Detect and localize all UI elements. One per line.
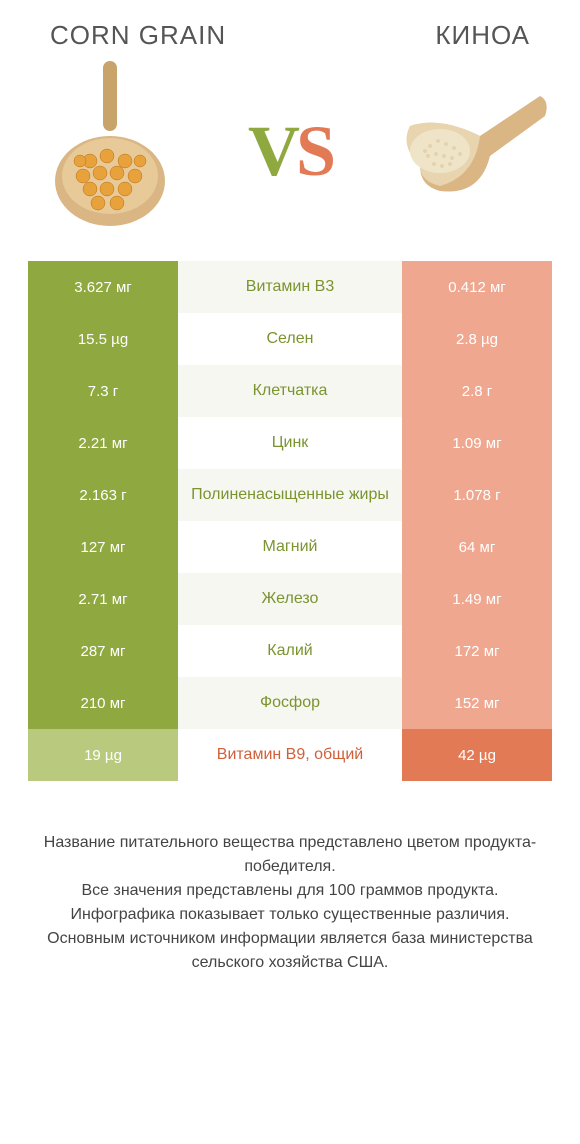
left-value: 2.163 г <box>28 469 178 521</box>
vs-v: V <box>248 111 296 191</box>
right-value: 172 мг <box>402 625 552 677</box>
left-value: 127 мг <box>28 521 178 573</box>
vs-label: VS <box>248 110 332 193</box>
table-row: 7.3 гКлетчатка2.8 г <box>28 365 552 417</box>
footer-line: Основным источником информации является … <box>30 927 550 975</box>
table-row: 2.163 гПолиненасыщенные жиры1.078 г <box>28 469 552 521</box>
footer-line: Все значения представлены для 100 граммо… <box>30 879 550 903</box>
left-value: 7.3 г <box>28 365 178 417</box>
footer-line: Инфографика показывает только существенн… <box>30 903 550 927</box>
right-title: КИНОА <box>435 20 530 51</box>
table-row: 3.627 мгВитамин B30.412 мг <box>28 261 552 313</box>
nutrient-label: Селен <box>178 313 402 365</box>
right-value: 2.8 г <box>402 365 552 417</box>
quinoa-image <box>390 71 550 231</box>
header: CORN GRAIN КИНОА <box>0 0 580 61</box>
nutrient-label: Магний <box>178 521 402 573</box>
table-row: 127 мгМагний64 мг <box>28 521 552 573</box>
nutrient-label: Фосфор <box>178 677 402 729</box>
left-value: 2.71 мг <box>28 573 178 625</box>
nutrient-label: Витамин B9, общий <box>178 729 402 781</box>
right-value: 1.09 мг <box>402 417 552 469</box>
table-row: 210 мгФосфор152 мг <box>28 677 552 729</box>
nutrient-label: Железо <box>178 573 402 625</box>
right-value: 42 µg <box>402 729 552 781</box>
right-value: 1.078 г <box>402 469 552 521</box>
comparison-table: 3.627 мгВитамин B30.412 мг15.5 µgСелен2.… <box>0 261 580 781</box>
nutrient-label: Клетчатка <box>178 365 402 417</box>
left-value: 19 µg <box>28 729 178 781</box>
nutrient-label: Калий <box>178 625 402 677</box>
vs-s: S <box>296 111 332 191</box>
table-row: 2.71 мгЖелезо1.49 мг <box>28 573 552 625</box>
left-title: CORN GRAIN <box>50 20 226 51</box>
left-value: 2.21 мг <box>28 417 178 469</box>
nutrient-label: Витамин B3 <box>178 261 402 313</box>
footer-line: Название питательного вещества представл… <box>30 831 550 879</box>
right-value: 2.8 µg <box>402 313 552 365</box>
corn-image <box>30 71 190 231</box>
nutrient-label: Цинк <box>178 417 402 469</box>
table-row: 287 мгКалий172 мг <box>28 625 552 677</box>
right-value: 64 мг <box>402 521 552 573</box>
table-row: 15.5 µgСелен2.8 µg <box>28 313 552 365</box>
table-row: 2.21 мгЦинк1.09 мг <box>28 417 552 469</box>
right-value: 152 мг <box>402 677 552 729</box>
left-value: 3.627 мг <box>28 261 178 313</box>
table-row: 19 µgВитамин B9, общий42 µg <box>28 729 552 781</box>
images-row: VS <box>0 61 580 261</box>
left-value: 210 мг <box>28 677 178 729</box>
right-value: 0.412 мг <box>402 261 552 313</box>
nutrient-label: Полиненасыщенные жиры <box>178 469 402 521</box>
right-value: 1.49 мг <box>402 573 552 625</box>
left-value: 15.5 µg <box>28 313 178 365</box>
footer-text: Название питательного вещества представл… <box>0 781 580 995</box>
left-value: 287 мг <box>28 625 178 677</box>
